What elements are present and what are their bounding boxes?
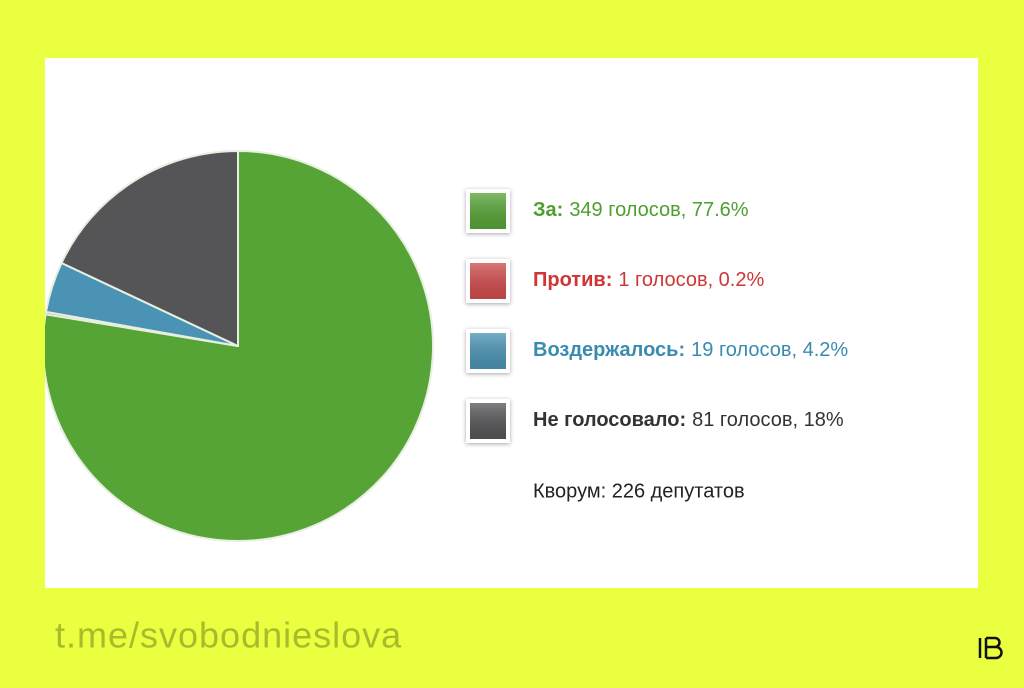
legend-value: 349 голосов, 77.6%: [569, 199, 748, 221]
legend-entry: Не голосовало: 81 голосов, 18%: [533, 409, 844, 431]
legend-value: 1 голосов, 0.2%: [618, 269, 764, 291]
legend-name: Воздержалось:: [533, 339, 685, 361]
legend-entry: Против: 1 голосов, 0.2%: [533, 269, 764, 291]
logo: [978, 636, 1003, 660]
legend-name: За:: [533, 199, 563, 221]
legend-entry: Воздержалось: 19 голосов, 4.2%: [533, 339, 848, 361]
legend-value: 81 голосов, 18%: [692, 409, 844, 431]
legend-swatch-gloss: [470, 333, 506, 369]
quorum-note: Кворум: 226 депутатов: [533, 480, 745, 502]
pie: [45, 150, 434, 542]
legend-entry: За: 349 голосов, 77.6%: [533, 199, 749, 221]
legend-value: 19 голосов, 4.2%: [691, 339, 848, 361]
pie-slice: [60, 150, 239, 347]
legend-swatch-gloss: [470, 263, 506, 299]
legend-name: Против:: [533, 269, 612, 291]
legend: За: 349 голосов, 77.6% Против: 1 голосов, 0…: [466, 189, 848, 443]
legend-name: Не голосовало:: [533, 409, 686, 431]
legend-swatch-gloss: [470, 193, 506, 229]
footer-link[interactable]: t.me/svobodnieslova: [55, 615, 402, 656]
legend-swatch-gloss: [470, 403, 506, 439]
